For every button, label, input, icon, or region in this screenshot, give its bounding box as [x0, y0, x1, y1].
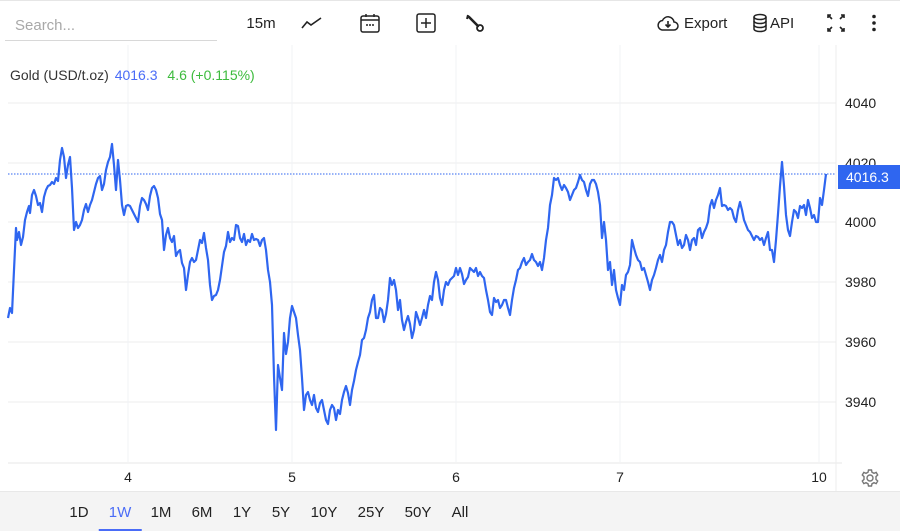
toolbar: 15m Ex — [0, 1, 900, 45]
add-indicator-button[interactable] — [414, 9, 438, 37]
x-tick-label: 7 — [616, 469, 624, 485]
vertical-gridlines — [127, 45, 820, 462]
range-1d[interactable]: 1D — [69, 504, 89, 521]
api-label: API — [770, 14, 795, 32]
y-tick-label: 4000 — [845, 214, 877, 230]
expand-icon — [827, 14, 845, 32]
range-6m[interactable]: 6M — [191, 504, 213, 521]
chart-type-button[interactable] — [300, 9, 324, 37]
current-price-tag: 4016.3 — [838, 165, 900, 189]
interval-label: 15m — [246, 14, 276, 32]
fullscreen-button[interactable] — [824, 9, 848, 37]
gear-icon — [861, 469, 879, 487]
search-input[interactable] — [5, 11, 217, 41]
range-5y[interactable]: 5Y — [271, 504, 291, 521]
range-10y[interactable]: 10Y — [310, 504, 338, 521]
top-border — [0, 0, 900, 1]
api-button[interactable]: API — [752, 9, 802, 37]
price-chart[interactable] — [0, 45, 900, 491]
y-tick-label: 3980 — [845, 274, 877, 290]
range-1m[interactable]: 1M — [150, 504, 172, 521]
x-tick-label: 6 — [452, 469, 460, 485]
legend-change: 4.6 (+0.115%) — [167, 67, 255, 83]
kebab-menu-icon — [872, 14, 876, 32]
range-1y[interactable]: 1Y — [232, 504, 252, 521]
range-1w[interactable]: 1W — [98, 492, 141, 531]
y-tick-label: 3940 — [845, 394, 877, 410]
plus-square-icon — [416, 13, 436, 33]
interval-selector[interactable]: 15m — [244, 9, 278, 37]
x-tick-label: 5 — [288, 469, 296, 485]
range-all[interactable]: All — [451, 504, 469, 521]
calendar-button[interactable] — [358, 9, 382, 37]
tools-button[interactable] — [463, 9, 487, 37]
legend-price: 4016.3 — [114, 67, 158, 83]
export-label: Export — [684, 14, 728, 32]
x-tick-label: 10 — [811, 469, 827, 485]
line-chart-icon — [301, 17, 322, 29]
chart-legend: Gold (USD/t.oz) 4016.3 4.6 (+0.115%) — [10, 67, 255, 83]
chart-settings-button[interactable] — [860, 468, 880, 488]
horizontal-gridlines — [8, 102, 836, 403]
wrench-icon — [466, 14, 484, 32]
x-tick-label: 4 — [124, 469, 132, 485]
more-options-button[interactable] — [866, 9, 882, 37]
y-tick-label: 3960 — [845, 334, 877, 350]
range-50y[interactable]: 50Y — [404, 504, 432, 521]
range-25y[interactable]: 25Y — [357, 504, 385, 521]
calendar-icon — [360, 14, 380, 33]
cloud-download-icon — [657, 16, 679, 31]
export-button[interactable]: Export — [656, 9, 732, 37]
instrument-name: Gold (USD/t.oz) — [10, 67, 109, 83]
database-icon — [753, 13, 767, 33]
y-tick-label: 4040 — [845, 95, 877, 111]
range-selector: 1D 1W 1M 6M 1Y 5Y 10Y 25Y 50Y All — [0, 491, 900, 531]
price-line — [6, 142, 828, 432]
